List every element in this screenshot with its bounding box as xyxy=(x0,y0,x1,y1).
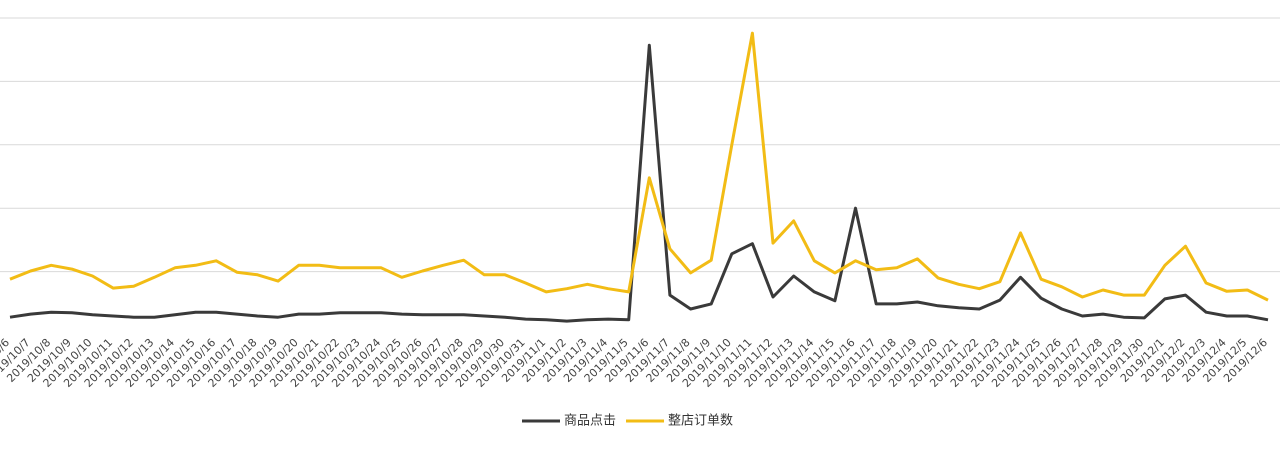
legend: 商品点击 整店订单数 xyxy=(522,414,733,429)
legend-label: 商品点击 xyxy=(564,414,616,429)
series-line xyxy=(9,43,1269,323)
series-line xyxy=(9,31,1269,302)
legend-label: 整店订单数 xyxy=(668,414,733,429)
